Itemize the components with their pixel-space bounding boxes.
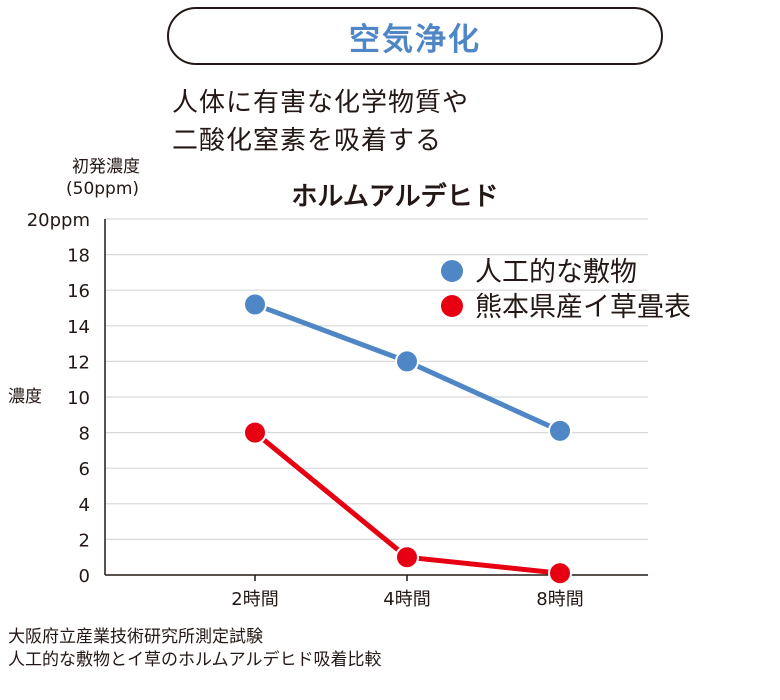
series-1-point bbox=[243, 292, 267, 317]
legend-marker-1 bbox=[441, 260, 463, 282]
y-tick-label: 0 bbox=[79, 566, 90, 587]
series-2-point bbox=[395, 545, 419, 570]
x-tick-label: 2時間 bbox=[231, 589, 278, 610]
y-tick-label: 14 bbox=[67, 317, 90, 338]
y-tick-label: 10 bbox=[67, 388, 90, 409]
y-tick-label: 6 bbox=[79, 459, 90, 480]
series-2-point bbox=[548, 561, 572, 586]
y-tick-label: 4 bbox=[79, 495, 90, 516]
series-2-point bbox=[243, 420, 267, 445]
footnote-line-1: 大阪府立産業技術研究所測定試験 bbox=[8, 627, 263, 647]
initial-note-label: 初発濃度 bbox=[72, 157, 140, 177]
y-tick-label: 18 bbox=[67, 246, 90, 267]
series-1-point bbox=[395, 349, 419, 374]
footnote-line-2: 人工的な敷物とイ草のホルムアルデヒド吸着比較 bbox=[8, 650, 382, 670]
legend-marker-2 bbox=[441, 295, 463, 317]
y-tick-label: 2 bbox=[79, 530, 90, 551]
x-tick-label: 8時間 bbox=[536, 589, 583, 610]
header-pill: 空気浄化 bbox=[167, 7, 663, 65]
y-axis-label: 濃度 bbox=[8, 387, 42, 407]
legend-label-2: 熊本県産イ草畳表 bbox=[475, 292, 691, 323]
line-chart: 0 2 4 6 8 10 12 14 16 18 20ppm 2時間 4時間 8時間 ホルムアルデヒド 初発濃… bbox=[8, 157, 691, 610]
header-title: 空気浄化 bbox=[349, 21, 481, 58]
legend-label-1: 人工的な敷物 bbox=[475, 257, 637, 288]
x-tick-label: 4時間 bbox=[383, 589, 430, 610]
description-line-2: 二酸化窒素を吸着する bbox=[172, 126, 443, 156]
series-1-point bbox=[548, 418, 572, 443]
y-tick-label: 20ppm bbox=[27, 210, 90, 231]
chart-title: ホルムアルデヒド bbox=[291, 181, 498, 212]
y-tick-label: 8 bbox=[79, 424, 90, 445]
y-tick-label: 16 bbox=[67, 281, 90, 302]
y-tick-label: 12 bbox=[67, 352, 90, 373]
initial-note-value: (50ppm) bbox=[66, 179, 139, 199]
description-line-1: 人体に有害な化学物質や bbox=[172, 88, 470, 118]
